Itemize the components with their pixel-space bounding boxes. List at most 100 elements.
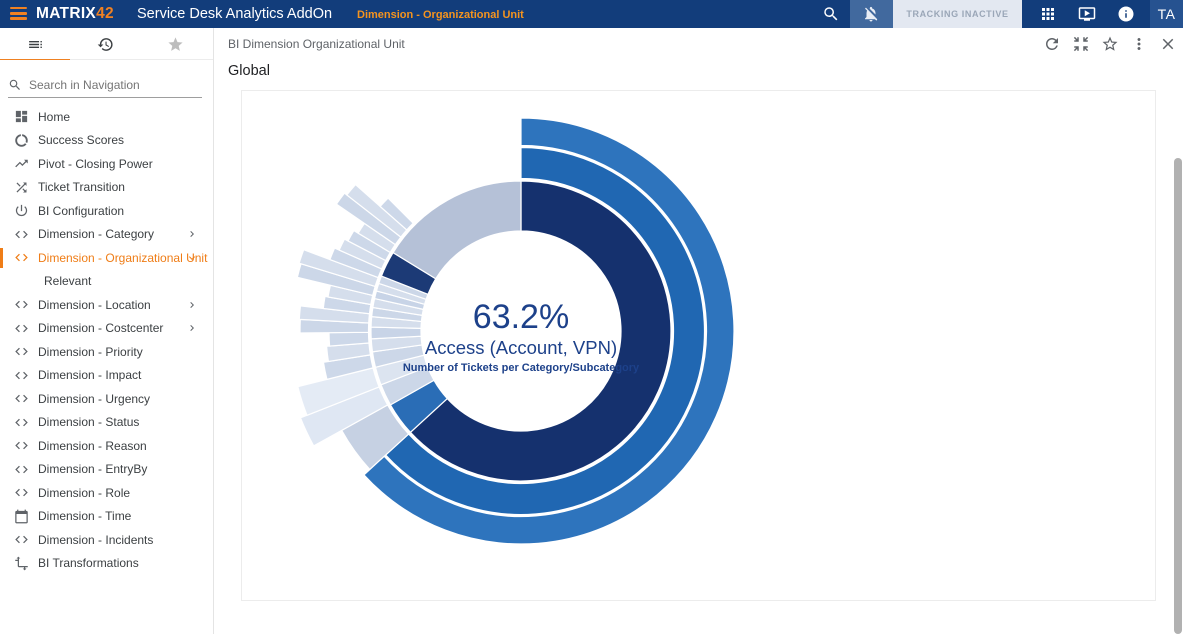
code-icon: [14, 485, 29, 500]
code-icon: [14, 415, 29, 430]
chart-segment[interactable]: [384, 146, 706, 516]
chevron-right-icon[interactable]: [186, 228, 198, 240]
sidebar-item-dimension-urgency[interactable]: Dimension - Urgency: [0, 387, 212, 411]
page-title: Global: [228, 63, 270, 79]
app-title: Service Desk Analytics AddOn: [137, 6, 333, 22]
vertical-scrollbar-thumb[interactable]: [1174, 158, 1182, 634]
sidebar-item-relevant[interactable]: Relevant: [0, 270, 212, 294]
power-icon: [14, 203, 29, 218]
sidebar-item-label: BI Transformations: [38, 556, 139, 571]
search-icon[interactable]: [822, 5, 840, 23]
sidebar-item-label: Pivot - Closing Power: [38, 156, 153, 171]
tracking-inactive-label: TRACKING INACTIVE: [906, 9, 1009, 19]
sidebar-item-label: Dimension - EntryBy: [38, 462, 148, 477]
sunburst-chart: [296, 117, 735, 545]
tab-history[interactable]: [70, 28, 140, 60]
notifications-off-button[interactable]: [850, 0, 893, 28]
sidebar-item-label: Dimension - Priority: [38, 344, 143, 359]
sidebar-divider: [213, 28, 214, 634]
sidebar-item-bi-configuration[interactable]: BI Configuration: [0, 199, 212, 223]
code-icon: [14, 438, 29, 453]
sidebar-item-dimension-costcenter[interactable]: Dimension - Costcenter: [0, 317, 212, 341]
scores-icon: [14, 133, 29, 148]
sidebar-item-dimension-priority[interactable]: Dimension - Priority: [0, 340, 212, 364]
sidebar-item-label: Ticket Transition: [38, 180, 125, 195]
sidebar-item-label: Dimension - Role: [38, 485, 131, 500]
sidebar-item-dimension-incidents[interactable]: Dimension - Incidents: [0, 528, 212, 552]
sidebar-item-bi-transformations[interactable]: BI Transformations: [0, 552, 212, 576]
sidebar-item-label: Dimension - Urgency: [38, 391, 151, 406]
sidebar-item-label: Dimension - Incidents: [38, 532, 154, 547]
chart-segment-access-account-vpn-[interactable]: [409, 180, 672, 482]
close-icon[interactable]: [1159, 35, 1177, 53]
chart-segment[interactable]: [379, 197, 415, 231]
sidebar-item-label: Dimension - Location: [38, 297, 151, 312]
matrix42-logo: MATRIX42: [36, 5, 114, 22]
hamburger-menu-icon[interactable]: [10, 7, 27, 21]
code-icon: [14, 321, 29, 336]
chart-segment[interactable]: [328, 331, 370, 347]
chevron-down-icon[interactable]: [186, 252, 198, 264]
sidebar-item-label: Dimension - Impact: [38, 368, 142, 383]
app-header: MATRIX42 Service Desk Analytics AddOn Di…: [0, 0, 1183, 28]
sidebar-item-dimension-impact[interactable]: Dimension - Impact: [0, 364, 212, 388]
sidebar-item-label: Home: [38, 109, 71, 124]
sidebar-item-label: Relevant: [44, 274, 92, 289]
code-icon: [14, 227, 29, 242]
apps-grid-icon[interactable]: [1039, 5, 1057, 23]
toolbar-row: BI Dimension Organizational Unit: [0, 28, 1183, 61]
sidebar-item-label: Dimension - Costcenter: [38, 321, 164, 336]
navigation-search: [8, 72, 202, 98]
sidebar-item-dimension-reason[interactable]: Dimension - Reason: [0, 434, 212, 458]
sidebar-item-dimension-status[interactable]: Dimension - Status: [0, 411, 212, 435]
search-icon: [8, 78, 22, 92]
sidebar-tabs: [0, 28, 213, 61]
navigation-list: Home Success Scores Pivot - Closing Power T…: [0, 105, 212, 575]
sidebar-item-success-scores[interactable]: Success Scores: [0, 129, 212, 153]
sidebar-item-label: Success Scores: [38, 133, 125, 148]
sidebar-item-label: Dimension - Time: [38, 509, 132, 524]
code-icon: [14, 391, 29, 406]
info-icon[interactable]: [1117, 5, 1135, 23]
sidebar-item-dimension-time[interactable]: Dimension - Time: [0, 505, 212, 529]
sidebar-item-dimension-location[interactable]: Dimension - Location: [0, 293, 212, 317]
shuffle-icon: [14, 180, 29, 195]
code-icon: [14, 368, 29, 383]
code-icon: [14, 297, 29, 312]
favorite-star-icon[interactable]: [1101, 35, 1119, 53]
sidebar-item-label: Dimension - Status: [38, 415, 140, 430]
code-icon: [14, 532, 29, 547]
search-input[interactable]: [29, 77, 194, 92]
bell-off-icon: [862, 5, 880, 23]
more-options-icon[interactable]: [1130, 35, 1148, 53]
sidebar-item-dimension-role[interactable]: Dimension - Role: [0, 481, 212, 505]
code-icon: [14, 344, 29, 359]
sidebar-item-pivot-closing-power[interactable]: Pivot - Closing Power: [0, 152, 212, 176]
chevron-right-icon[interactable]: [186, 299, 198, 311]
refresh-icon[interactable]: [1043, 35, 1061, 53]
code-icon: [14, 250, 29, 265]
video-tutorial-icon[interactable]: [1078, 5, 1096, 23]
sidebar-item-dimension-entryby[interactable]: Dimension - EntryBy: [0, 458, 212, 482]
sidebar-item-label: Dimension - Reason: [38, 438, 147, 453]
chart-card: 63.2% Access (Account, VPN) Number of Ti…: [241, 90, 1156, 601]
sidebar-item-dimension-category[interactable]: Dimension - Category: [0, 223, 212, 247]
user-avatar[interactable]: TA: [1150, 0, 1183, 28]
collapse-icon[interactable]: [1072, 35, 1090, 53]
chart-segment[interactable]: [363, 117, 735, 545]
tab-favorites[interactable]: [140, 28, 210, 60]
vertical-scrollbar: [1173, 60, 1183, 634]
sidebar-item-ticket-transition[interactable]: Ticket Transition: [0, 176, 212, 200]
code-icon: [14, 462, 29, 477]
sidebar-item-home[interactable]: Home: [0, 105, 212, 129]
sidebar: Home Success Scores Pivot - Closing Power T…: [0, 60, 213, 634]
chevron-right-icon[interactable]: [186, 322, 198, 334]
tracking-inactive-button[interactable]: TRACKING INACTIVE: [893, 0, 1022, 28]
breadcrumb: Dimension - Organizational Unit: [357, 9, 524, 21]
tab-navigation[interactable]: [0, 28, 70, 61]
sidebar-item-dimension-organizational-unit[interactable]: Dimension - Organizational Unit: [0, 246, 212, 270]
sidebar-item-label: Dimension - Organizational Unit: [38, 250, 208, 265]
trend-icon: [14, 156, 29, 171]
chart-segment[interactable]: [392, 180, 522, 280]
chart-segment[interactable]: [370, 326, 422, 340]
